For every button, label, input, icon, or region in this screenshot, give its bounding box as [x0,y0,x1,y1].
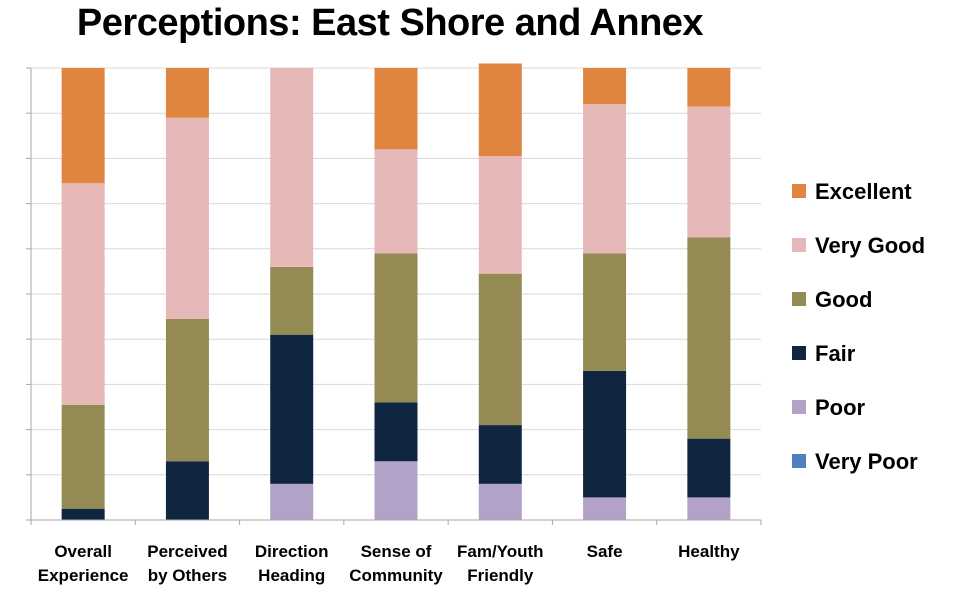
bar-segment-very-good [478,156,522,274]
x-tick-label: Sense of [361,542,432,561]
legend-label: Excellent [815,179,912,204]
legend-swatch [792,346,806,360]
x-tick-label: Heading [258,566,325,585]
x-tick-label: Experience [38,566,129,585]
bar-segment-poor [687,497,731,520]
bar-segment-excellent [165,68,209,118]
bar-segment-excellent [687,68,731,107]
bar-segment-good [61,404,105,509]
bar-segment-fair [687,438,731,498]
bar-segment-fair [583,370,627,498]
x-tick-label: Safe [587,542,623,561]
bar-segment-very-good [374,149,418,254]
bar-segment-good [583,253,627,371]
x-tick-label: Community [349,566,443,585]
legend-swatch [792,454,806,468]
x-tick-label: Overall [54,542,112,561]
bar-segment-poor [478,483,522,520]
x-tick-label: by Others [148,566,227,585]
axis-layer: Overall Experience Perceived by Others Direc… [26,67,762,585]
bar-segment-very-good [583,104,627,254]
chart-title: Perceptions: East Shore and Annex [76,2,704,44]
bar-segment-excellent [478,63,522,157]
bar-segment-very-good [270,68,314,267]
legend-label: Very Poor [815,449,918,474]
bar-segment-fair [478,425,522,484]
bar-segment-excellent [374,68,418,150]
bar-segment-excellent [583,68,627,105]
bar-segment-very-good [687,106,731,238]
x-tick-label: Fam/Youth [457,542,544,561]
bar-segment-fair [374,402,418,462]
bar-segment-very-good [61,183,105,405]
x-tick-label: Direction [255,542,329,561]
legend-label: Good [815,287,872,312]
legend-swatch [792,292,806,306]
bar-segment-poor [270,483,314,520]
bar-segment-good [687,237,731,439]
bar-segment-fair [270,334,314,484]
legend-label: Poor [815,395,866,420]
legend-swatch [792,238,806,252]
bar-segment-good [478,273,522,426]
bar-segment-good [374,253,418,403]
legend-swatch [792,184,806,198]
bar-segment-fair [61,508,105,520]
x-tick-label: Healthy [678,542,740,561]
x-tick-label: Perceived [147,542,227,561]
bar-segment-excellent [61,68,105,184]
legend-swatch [792,400,806,414]
bar-segment-good [165,318,209,462]
legend: Excellent Very Good Good Fair Poor Very Poor [792,179,925,474]
bar-segment-fair [165,461,209,520]
bars-layer [61,63,731,520]
legend-label: Very Good [815,233,925,258]
bar-segment-good [270,266,314,335]
bar-segment-poor [374,461,418,520]
x-tick-label: Friendly [467,566,534,585]
bar-segment-poor [583,497,627,520]
legend-label: Fair [815,341,856,366]
bar-segment-very-good [165,117,209,319]
